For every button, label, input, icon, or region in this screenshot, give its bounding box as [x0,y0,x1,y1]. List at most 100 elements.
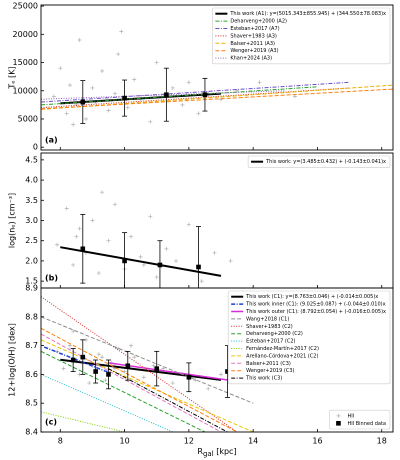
y-tick-label: 8.8 [25,312,38,321]
scatter-point [148,119,153,124]
legend-swatch [336,413,341,418]
line [41,90,286,100]
line [41,373,173,432]
panel-frame [40,4,394,151]
x-tick-label: 8 [58,437,63,446]
legend-label: Wang+2018 (C1) [246,316,289,322]
binned-point [196,264,201,270]
y-tick-label: 8.9 [25,284,38,293]
line [41,87,350,109]
scatter-point [96,352,101,357]
legend-box [227,290,391,385]
panel-label: (b) [45,274,58,283]
scatter-point [84,116,89,121]
legend-swatch [336,421,341,426]
line [41,296,238,432]
binned-point [154,366,160,371]
scatter-point [196,111,201,116]
line [108,368,228,432]
scatter-point [212,250,217,255]
panel-frame [40,287,394,433]
y-tick-label: 25000 [13,2,38,11]
y-tick-label: 3.0 [25,216,38,225]
scatter-point [67,343,72,348]
scatter-point [64,111,69,116]
binned-point [106,372,111,377]
plot-area [55,190,233,288]
y-tick-label: 20000 [13,30,38,39]
x-axis-label-part: gal [203,450,214,458]
scatter-point [125,105,130,110]
y-axis-label: log(nₑ) [cm⁻³] [8,193,17,248]
line [41,411,125,432]
legend-label: Arellano-Córdova+2021 (C2) [246,352,318,359]
x-tick-label: 18 [377,437,387,446]
panel-label: (a) [45,136,58,145]
line [60,246,222,277]
y-tick-label: 3.5 [25,196,38,205]
scatter-point [138,254,143,259]
scatter-point [112,202,117,207]
y-tick-label: 10000 [13,86,38,95]
scatter-point [90,218,95,223]
scatter-point [206,386,211,391]
scatter-point [180,102,185,107]
y-tick-label: 4.0 [25,176,38,185]
scatter-point [112,91,117,96]
scatter-point [129,234,134,239]
binned-point [80,246,86,252]
scatter-point [154,275,159,280]
scatter-point [219,372,224,377]
scatter-point [164,246,169,251]
scatter-point [77,226,82,231]
legend-label: Wenger+2019 (C3) [246,368,294,374]
scatter-point [132,77,137,82]
binned-point [186,374,192,380]
scatter-point [61,366,66,371]
scatter-point [71,262,76,267]
legend-label: Shaver+1983 (A3) [230,33,277,39]
scatter-point [199,279,204,284]
legend-box [212,7,391,65]
line [41,86,318,106]
legend-label: Esteban+2017 (A7) [230,26,279,32]
legend: This work (C1): y=(8.763±0.046) + (-0.01… [227,290,391,385]
scatter-point [170,85,175,90]
scatter-point [51,94,56,99]
x-tick-label: 10 [119,437,129,446]
line [60,358,222,381]
plot-area [41,29,393,127]
line [41,327,238,432]
scatter-point [116,52,121,57]
legend-label: Deharveng+2000 (A2) [230,19,287,25]
binned-point [157,262,163,268]
line [43,346,109,374]
scatter-point [151,363,156,368]
x-tick-label: 12 [184,437,194,446]
panel-label: (c) [45,418,57,427]
binned-point [122,258,127,264]
legend-box [329,409,391,430]
legend-label: This work (C1): y=(8.763±0.046) + (-0.01… [245,294,378,300]
y-tick-label: 15000 [13,58,38,67]
legend: This work (A1): y=(5015.343±855.945) + (… [212,7,391,65]
scatter-point [87,381,92,386]
scatter-point [74,234,79,239]
x-axis-label: Rgal [kpc] [197,447,236,459]
scatter-point [219,97,224,102]
scatter-point [186,80,191,85]
y-axis-label: 12+log(O/H) [dex] [8,323,17,397]
line [41,84,393,110]
legend-label: This work inner (C1): (9.025±0.087) + (-… [245,302,385,308]
scatter-point [77,37,82,42]
scatter-point [257,80,262,85]
binned-point [70,357,76,363]
binned-point [122,95,127,101]
line [41,88,393,110]
legend-label: Esteban+2017 (C2) [246,339,295,345]
legend-label: Wenger+2019 (A3) [230,48,278,54]
legend-label: This work: y=(3.485±0.432) + (-0.143±0.0… [265,159,386,165]
legend-label: Fernández-Martín+2017 (C2) [246,345,319,352]
scatter-point [141,375,146,380]
binned-point [93,369,98,374]
